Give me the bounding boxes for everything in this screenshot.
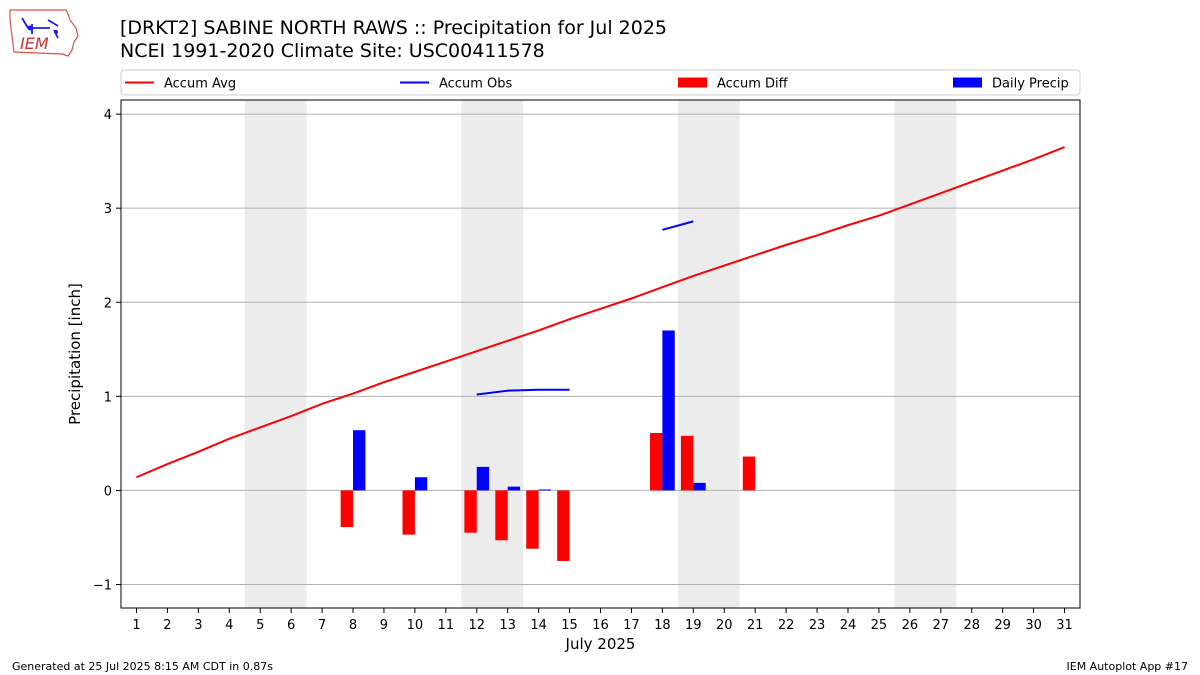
x-tick-label: 3 — [194, 618, 202, 633]
app-credit: IEM Autoplot App #17 — [1066, 660, 1189, 673]
x-tick-label: 1 — [132, 618, 140, 633]
chart-legend: Accum Avg Accum Obs Accum Diff Daily Precip — [120, 69, 1081, 96]
y-tick-label: 2 — [104, 296, 112, 311]
x-tick-label: 26 — [902, 618, 919, 633]
x-tick-label: 25 — [871, 618, 888, 633]
x-tick-label: 18 — [654, 618, 671, 633]
x-tick-label: 15 — [561, 618, 578, 633]
x-tick-label: 9 — [380, 618, 388, 633]
legend-frame — [120, 69, 1081, 96]
accum-diff-bar — [557, 490, 570, 561]
chart-subtitle: NCEI 1991-2020 Climate Site: USC00411578 — [120, 40, 545, 62]
daily-precip-bar — [476, 466, 490, 491]
accum-diff-bar — [340, 490, 354, 528]
y-tick-label: 4 — [104, 108, 112, 123]
x-tick-label: 14 — [530, 618, 547, 633]
daily-precip-bar — [693, 482, 706, 491]
x-tick-label: 10 — [407, 618, 424, 633]
accum-diff-bar — [495, 490, 508, 541]
daily-precip-bar — [353, 430, 366, 491]
accum-obs-line — [476, 388, 570, 396]
daily-precip-bar — [414, 477, 428, 491]
y-tick-label: 0 — [104, 484, 112, 499]
x-tick-label: 29 — [994, 618, 1011, 633]
y-tick-label: 1 — [104, 390, 112, 405]
x-tick-label: 22 — [778, 618, 795, 633]
x-tick-label: 8 — [349, 618, 357, 633]
y-tick-label: −1 — [93, 578, 112, 593]
x-tick-label: 31 — [1056, 618, 1073, 633]
legend-swatch-bar — [953, 77, 982, 88]
x-tick-label: 6 — [287, 618, 295, 633]
x-tick-label: 19 — [685, 618, 702, 633]
iowa-outline-icon — [9, 9, 79, 57]
accum-diff-bar — [680, 435, 694, 491]
x-tick-label: 27 — [933, 618, 950, 633]
legend-swatch-bar — [678, 77, 707, 88]
x-tick-label: 16 — [592, 618, 609, 633]
y-tick-label: 3 — [104, 202, 112, 217]
generated-timestamp: Generated at 25 Jul 2025 8:15 AM CDT in … — [12, 660, 273, 673]
x-tick-label: 4 — [225, 618, 233, 633]
weekend-band — [894, 100, 957, 608]
daily-precip-bar — [507, 486, 521, 491]
x-tick-label: 30 — [1025, 618, 1042, 633]
legend-label: Accum Diff — [717, 77, 789, 92]
legend-label: Daily Precip — [992, 77, 1069, 92]
accum-avg-line — [136, 146, 1065, 479]
x-tick-label: 12 — [468, 618, 485, 633]
accum-diff-bar — [649, 433, 663, 491]
logo-text: IEM — [20, 34, 49, 53]
weekend-band — [244, 100, 307, 608]
iem-logo: IEM — [9, 9, 79, 57]
x-tick-label: 21 — [747, 618, 764, 633]
legend-label: Accum Avg — [164, 77, 236, 92]
accum-obs-line — [662, 220, 694, 231]
x-tick-label: 17 — [623, 618, 640, 633]
x-tick-label: 28 — [963, 618, 980, 633]
x-tick-label: 11 — [438, 618, 455, 633]
x-tick-label: 5 — [256, 618, 264, 633]
x-axis-label: July 2025 — [565, 635, 636, 653]
chart-title: [DRKT2] SABINE NORTH RAWS :: Precipitati… — [120, 17, 668, 39]
x-tick-label: 7 — [318, 618, 326, 633]
y-axis-label: Precipitation [inch] — [66, 283, 84, 425]
x-tick-label: 23 — [809, 618, 826, 633]
x-tick-label: 20 — [716, 618, 733, 633]
x-tick-label: 24 — [840, 618, 857, 633]
accum-diff-bar — [526, 490, 539, 549]
daily-precip-bar — [662, 330, 675, 491]
x-tick-label: 13 — [499, 618, 516, 633]
daily-precip-bar — [538, 489, 552, 491]
accum-diff-bar — [464, 490, 477, 533]
legend-label: Accum Obs — [439, 77, 512, 92]
accum-diff-bar — [402, 490, 415, 535]
accum-diff-bar — [742, 456, 756, 491]
x-tick-label: 2 — [163, 618, 171, 633]
weekend-band — [677, 100, 740, 608]
